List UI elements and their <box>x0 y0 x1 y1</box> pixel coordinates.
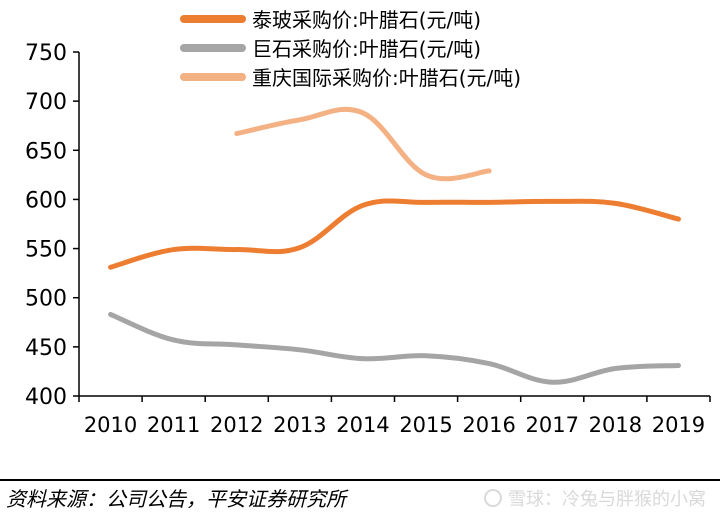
x-tick-label: 2013 <box>273 413 326 437</box>
x-tick-label: 2015 <box>399 413 452 437</box>
y-tick-label: 550 <box>25 238 67 263</box>
y-tick-label: 750 <box>25 41 67 66</box>
legend-swatch-jushi <box>180 43 246 52</box>
legend-item-jushi: 巨石采购价:叶腊石(元/吨) <box>180 33 521 62</box>
footer-divider <box>0 479 720 481</box>
y-tick-label: 700 <box>25 90 67 115</box>
line-chart: 400 450 500 550 600 650 700 750 2010 2011 2012 2013… <box>25 41 711 437</box>
source-note: 资料来源：公司公告，平安证券研究所 <box>6 487 346 511</box>
watermark: 雪球：冷兔与胖猴的小窝 <box>484 485 706 511</box>
legend: 泰玻采购价:叶腊石(元/吨) 巨石采购价:叶腊石(元/吨) 重庆国际采购价:叶腊… <box>180 4 521 91</box>
legend-item-taibo: 泰玻采购价:叶腊石(元/吨) <box>180 4 521 33</box>
y-tick-label: 400 <box>25 385 67 410</box>
legend-label-chongqing: 重庆国际采购价:叶腊石(元/吨) <box>252 66 522 90</box>
x-tick-label: 2018 <box>589 413 642 437</box>
x-tick-label: 2011 <box>147 413 200 437</box>
x-tick-label: 2017 <box>526 413 579 437</box>
y-tick-label: 650 <box>25 139 67 164</box>
legend-label-jushi: 巨石采购价:叶腊石(元/吨) <box>252 37 482 61</box>
y-tick-label: 450 <box>25 336 67 361</box>
y-tick-label: 500 <box>25 287 67 312</box>
legend-label-taibo: 泰玻采购价:叶腊石(元/吨) <box>252 8 482 32</box>
legend-item-chongqing: 重庆国际采购价:叶腊石(元/吨) <box>180 62 521 91</box>
x-tick-label: 2016 <box>462 413 515 437</box>
watermark-text: 雪球：冷兔与胖猴的小窝 <box>508 489 706 510</box>
x-tick-label: 2019 <box>652 413 705 437</box>
legend-swatch-chongqing <box>180 72 246 81</box>
series-line-2 <box>234 106 492 182</box>
snowball-logo-icon <box>484 489 502 507</box>
x-tick-label: 2010 <box>84 413 137 437</box>
series-line-1 <box>108 311 681 385</box>
y-tick-label: 600 <box>25 188 67 213</box>
legend-swatch-taibo <box>180 14 246 23</box>
x-tick-label: 2014 <box>336 413 389 437</box>
x-tick-label: 2012 <box>210 413 263 437</box>
series-line-0 <box>108 198 681 270</box>
